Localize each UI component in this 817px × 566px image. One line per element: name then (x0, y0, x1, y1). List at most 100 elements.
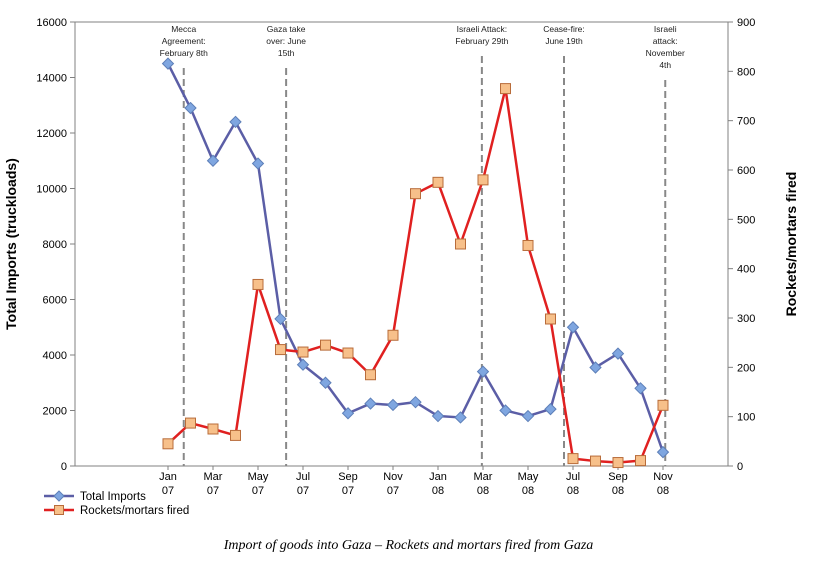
plot-area-border (74, 21, 729, 467)
x-tick-label-month: Sep (338, 471, 358, 483)
left-axis-title: Total Imports (truckloads) (3, 158, 19, 330)
right-tick-label: 800 (737, 66, 755, 78)
right-tick-label: 900 (737, 17, 755, 29)
data-point (634, 382, 647, 395)
right-tick-label: 100 (737, 412, 755, 424)
data-point (251, 157, 265, 170)
data-point (612, 457, 624, 469)
data-point (499, 404, 512, 417)
right-tick-label: 300 (737, 313, 755, 325)
data-point (274, 312, 287, 326)
right-axis-ticks: 0 100 200 300 400 500 600 700 800 900 (728, 17, 755, 473)
x-tick-label-month: Jan (159, 471, 177, 483)
data-point (477, 174, 489, 186)
data-point (522, 239, 534, 251)
right-tick-label: 200 (737, 362, 755, 374)
data-point (544, 402, 557, 416)
data-point (635, 455, 646, 467)
x-tick-label-month: Nov (383, 471, 403, 483)
left-axis-ticks: 0 2000 4000 6000 8000 10000 12000 14000 16000 (36, 17, 75, 473)
legend-marker (53, 490, 65, 502)
x-tick-label-year: 08 (657, 485, 669, 497)
data-point (589, 361, 602, 374)
left-tick-label: 10000 (36, 184, 67, 196)
event-label: 15th (278, 48, 295, 58)
data-point (566, 321, 580, 334)
x-tick-label-month: Jul (296, 471, 310, 483)
data-point (341, 407, 355, 420)
data-point (275, 344, 286, 356)
event-label: Mecca (171, 24, 196, 34)
x-tick-label-year: 08 (612, 485, 624, 497)
data-point (229, 115, 242, 129)
series-group (161, 57, 670, 469)
x-tick-label-year: 08 (432, 485, 444, 497)
data-point (184, 101, 197, 115)
event-label: February 8th (160, 48, 208, 58)
left-tick-label: 12000 (36, 128, 67, 140)
event-label: over: June (266, 36, 306, 46)
data-point (185, 417, 196, 429)
event-label: November (646, 48, 685, 58)
data-point (207, 423, 219, 435)
chart: 0 2000 4000 6000 8000 10000 12000 14000 16000 0 1… (3, 17, 799, 517)
data-point (432, 176, 444, 188)
event-label: Israeli Attack: (457, 24, 508, 34)
event-annotations: Mecca Agreement: February 8th Gaza take over… (160, 24, 685, 466)
data-point (657, 399, 669, 411)
left-tick-label: 0 (61, 461, 67, 473)
data-point (230, 429, 241, 441)
right-tick-label: 400 (737, 264, 755, 276)
x-tick-label-month: Nov (653, 471, 673, 483)
data-point (410, 188, 421, 200)
x-tick-label-month: Jan (429, 471, 447, 483)
event-label: 4th (659, 60, 671, 70)
x-tick-label-year: 07 (297, 485, 309, 497)
left-tick-label: 8000 (43, 239, 67, 251)
x-tick-label-year: 07 (162, 485, 174, 497)
x-tick-label-year: 08 (477, 485, 489, 497)
x-tick-label-month: May (518, 471, 539, 483)
event-label: February 29th (455, 36, 508, 46)
left-tick-label: 14000 (36, 73, 67, 85)
event-label: June 19th (545, 36, 583, 46)
data-point (206, 154, 220, 167)
data-point (297, 346, 309, 358)
data-point (656, 445, 670, 459)
event-label: attack: (653, 36, 678, 46)
x-tick-label-month: Jul (566, 471, 580, 483)
right-tick-label: 0 (737, 461, 743, 473)
data-point (567, 453, 579, 465)
event-label: Agreement: (162, 36, 206, 46)
x-tick-label-month: Sep (608, 471, 628, 483)
data-point (590, 455, 601, 467)
data-point (476, 365, 490, 378)
data-point (545, 313, 556, 325)
left-tick-label: 4000 (43, 350, 67, 362)
event-label: Cease-fire: (543, 24, 585, 34)
x-tick-label-month: Mar (204, 471, 223, 483)
event-label: Israeli (654, 24, 677, 34)
right-tick-label: 700 (737, 116, 755, 128)
data-point (320, 339, 331, 351)
left-tick-label: 2000 (43, 406, 67, 418)
legend-label: Rockets/mortars fired (80, 505, 189, 517)
data-point (611, 347, 625, 360)
x-tick-label-month: May (248, 471, 269, 483)
data-point (500, 83, 511, 95)
data-point (296, 358, 310, 371)
data-point (365, 369, 376, 381)
plot-frame (74, 21, 729, 467)
data-point (386, 398, 400, 412)
legend-marker (54, 505, 64, 515)
data-point (387, 329, 399, 341)
data-point (431, 409, 445, 423)
x-tick-label-year: 07 (207, 485, 219, 497)
x-tick-label-year: 08 (522, 485, 534, 497)
x-tick-label-year: 07 (387, 485, 399, 497)
x-tick-label-year: 08 (567, 485, 579, 497)
right-tick-label: 500 (737, 214, 755, 226)
x-tick-label-month: Mar (474, 471, 493, 483)
event-label: Gaza take (267, 24, 306, 34)
x-tick-label-year: 07 (342, 485, 354, 497)
